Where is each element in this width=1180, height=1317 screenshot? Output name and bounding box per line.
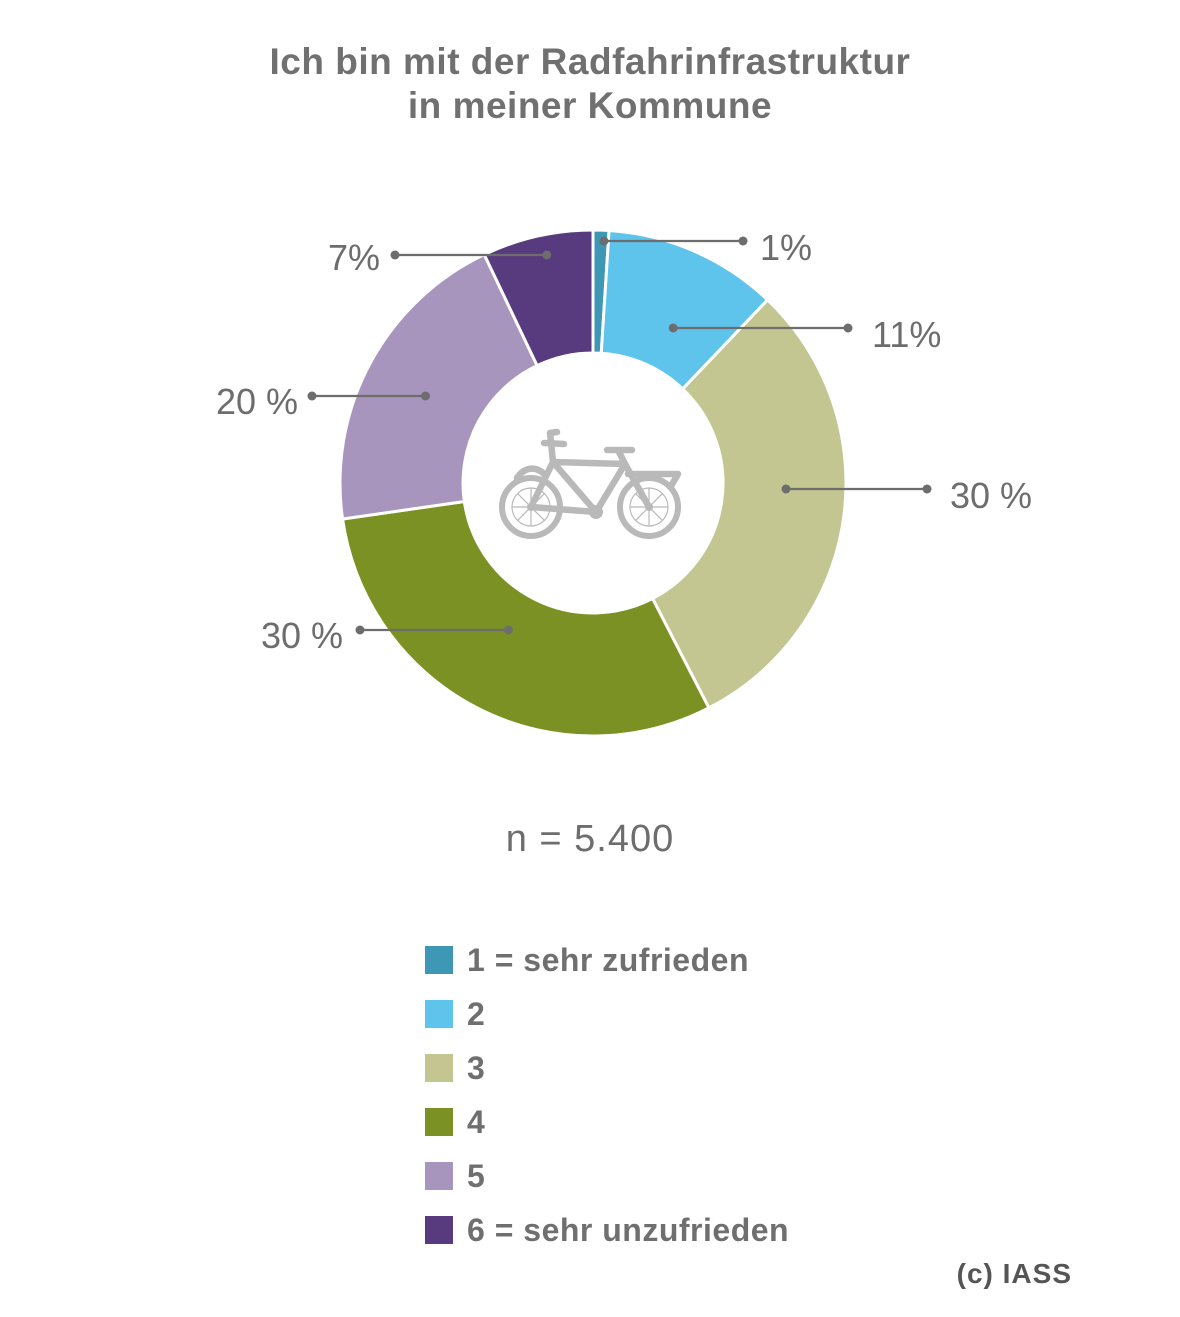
legend-item-5: 5 (425, 1149, 789, 1203)
leader-dot-outer-4 (355, 625, 365, 635)
legend-swatch-6 (425, 1216, 453, 1244)
legend-swatch-2 (425, 1000, 453, 1028)
data-label-6: 7% (328, 237, 380, 278)
leader-dot-inner-1 (599, 236, 609, 246)
bicycle-icon (499, 428, 682, 539)
legend-swatch-1 (425, 946, 453, 974)
data-label-3: 30 % (950, 475, 1032, 516)
donut-slice-6 (482, 228, 595, 368)
legend-item-4: 4 (425, 1095, 789, 1149)
legend-label-3: 3 (467, 1049, 486, 1086)
legend-swatch-3 (425, 1054, 453, 1082)
data-label-1: 1% (760, 227, 812, 268)
leader-dot-outer-6 (390, 250, 400, 260)
sample-size-note: n = 5.400 (505, 818, 675, 860)
legend: 1 = sehr zufrieden 2 3 4 5 6 = sehr unzu… (425, 933, 789, 1257)
donut-slice-4 (340, 499, 711, 738)
leader-dot-inner-3 (781, 484, 791, 494)
legend-label-5: 5 (467, 1157, 486, 1194)
legend-label-2: 2 (467, 995, 486, 1032)
leader-dot-inner-6 (542, 250, 552, 260)
legend-item-2: 2 (425, 987, 789, 1041)
data-label-5: 20 % (216, 381, 298, 422)
chart-title-line-1: Ich bin mit der Radfahrinfrastruktur (269, 41, 911, 82)
leader-dot-inner-4 (503, 625, 513, 635)
legend-swatch-4 (425, 1108, 453, 1136)
donut-chart: 1% 11% 30 % 30 % 20 % 7% (216, 227, 1032, 738)
leader-dot-outer-1 (738, 236, 748, 246)
leader-dot-outer-5 (307, 391, 317, 401)
legend-label-1: 1 = sehr zufrieden (467, 941, 749, 978)
legend-swatch-5 (425, 1162, 453, 1190)
legend-item-6: 6 = sehr unzufrieden (425, 1203, 789, 1257)
donut-slice-3 (650, 297, 848, 710)
leader-dot-inner-5 (421, 391, 431, 401)
leader-dot-outer-3 (922, 484, 932, 494)
data-label-2: 11% (872, 314, 941, 355)
data-label-4: 30 % (261, 615, 343, 656)
leader-dot-inner-2 (668, 323, 678, 333)
legend-label-6: 6 = sehr unzufrieden (467, 1211, 790, 1248)
leader-dot-outer-2 (843, 323, 853, 333)
legend-item-3: 3 (425, 1041, 789, 1095)
chart-title: Ich bin mit der Radfahrinfrastruktur in … (0, 40, 1180, 128)
donut-slice-5 (338, 252, 540, 521)
legend-item-1: 1 = sehr zufrieden (425, 933, 789, 987)
legend-label-4: 4 (467, 1103, 486, 1140)
chart-title-line-2: in meiner Kommune (407, 85, 773, 126)
credit: (c) IASS (956, 1258, 1072, 1289)
